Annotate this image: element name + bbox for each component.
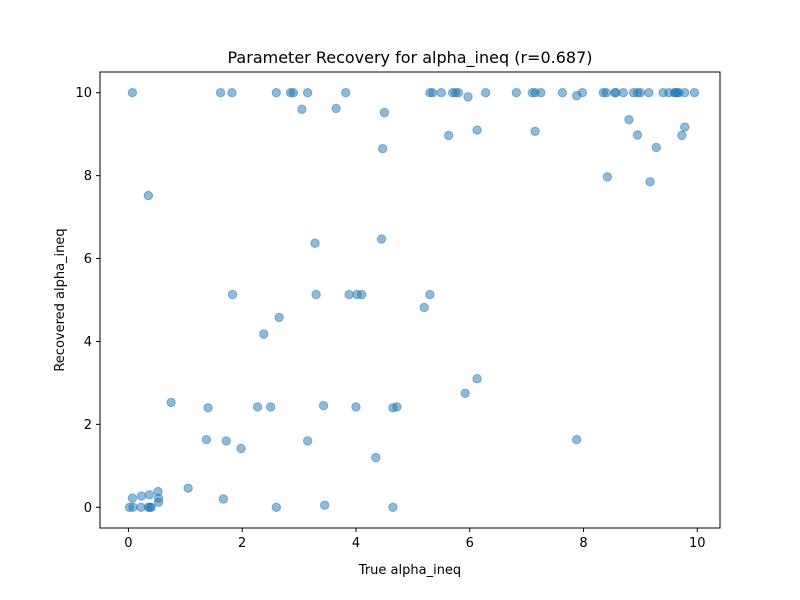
data-point <box>146 502 156 512</box>
data-point <box>128 502 138 512</box>
data-point <box>651 142 661 153</box>
data-point <box>480 88 491 98</box>
data-point <box>144 490 155 500</box>
data-point <box>311 289 321 300</box>
y-tick-label: 8 <box>84 169 92 184</box>
data-point <box>271 502 282 512</box>
data-point <box>511 88 522 98</box>
data-point <box>297 104 307 115</box>
data-point <box>419 302 429 313</box>
data-point <box>602 172 613 182</box>
data-point <box>571 435 582 445</box>
data-point <box>265 402 276 412</box>
data-point <box>443 130 454 141</box>
data-point <box>436 88 446 98</box>
data-point <box>645 177 655 187</box>
x-tick-label: 0 <box>124 536 132 551</box>
data-point <box>344 289 354 300</box>
data-point <box>472 125 482 135</box>
data-point <box>635 88 646 98</box>
data-points <box>124 88 700 512</box>
data-point <box>127 88 138 98</box>
data-point <box>618 88 628 98</box>
data-point <box>252 402 263 412</box>
data-point <box>318 401 329 411</box>
data-point <box>677 130 687 141</box>
data-point <box>302 88 313 98</box>
data-point <box>236 443 246 454</box>
data-point <box>302 436 313 446</box>
data-point <box>371 452 381 463</box>
data-point <box>644 88 654 98</box>
data-point <box>271 88 282 98</box>
data-point <box>680 122 690 132</box>
data-point <box>288 88 299 98</box>
data-point <box>530 126 540 136</box>
y-tick-label: 4 <box>84 335 92 350</box>
data-point <box>136 491 147 501</box>
data-point <box>376 234 387 244</box>
x-tick-label: 4 <box>352 536 360 551</box>
y-tick-label: 6 <box>84 252 92 267</box>
data-point <box>392 402 402 412</box>
data-point <box>428 88 438 98</box>
data-point <box>319 500 330 510</box>
chart-title: Parameter Recovery for alpha_ineq (r=0.6… <box>228 48 593 68</box>
data-point <box>351 402 361 412</box>
data-point <box>215 88 226 98</box>
data-point <box>259 329 269 339</box>
data-point <box>425 289 435 300</box>
data-point <box>227 88 237 98</box>
data-point <box>388 502 398 512</box>
data-point <box>183 483 193 493</box>
plot-frame <box>99 71 721 529</box>
data-point <box>463 92 473 102</box>
x-axis-label: True alpha_ineq <box>358 563 461 578</box>
data-point <box>153 497 164 507</box>
data-point <box>356 289 367 300</box>
x-tick-label: 6 <box>466 536 474 551</box>
data-point <box>274 312 284 323</box>
data-point <box>453 88 464 98</box>
data-point <box>201 435 212 445</box>
data-point <box>331 103 341 114</box>
data-point <box>378 143 388 154</box>
data-point <box>632 130 643 140</box>
data-point <box>460 388 470 398</box>
data-point <box>601 88 611 98</box>
x-axis-ticks: 0 2 4 6 8 10 <box>124 528 706 551</box>
data-point <box>143 190 154 201</box>
data-point <box>221 436 231 446</box>
data-point <box>536 88 546 98</box>
data-point <box>689 88 700 98</box>
data-point <box>557 88 568 98</box>
data-point <box>624 114 634 125</box>
data-point <box>203 403 213 413</box>
x-tick-label: 10 <box>689 536 706 551</box>
data-point <box>577 88 588 98</box>
data-point <box>218 494 229 504</box>
data-point <box>127 493 138 503</box>
y-axis-label: Recovered alpha_ineq <box>53 228 68 371</box>
y-tick-label: 10 <box>75 86 92 101</box>
data-point <box>341 88 351 98</box>
x-tick-label: 8 <box>579 536 587 551</box>
data-point <box>680 88 690 98</box>
data-point <box>379 107 390 118</box>
y-axis-ticks: 0 2 4 6 8 10 <box>75 86 100 516</box>
data-point <box>166 397 176 408</box>
data-point <box>310 238 320 248</box>
data-point <box>472 374 482 384</box>
x-tick-label: 2 <box>238 536 246 551</box>
y-tick-label: 0 <box>84 501 92 516</box>
y-tick-label: 2 <box>84 418 92 433</box>
data-point <box>227 289 238 300</box>
